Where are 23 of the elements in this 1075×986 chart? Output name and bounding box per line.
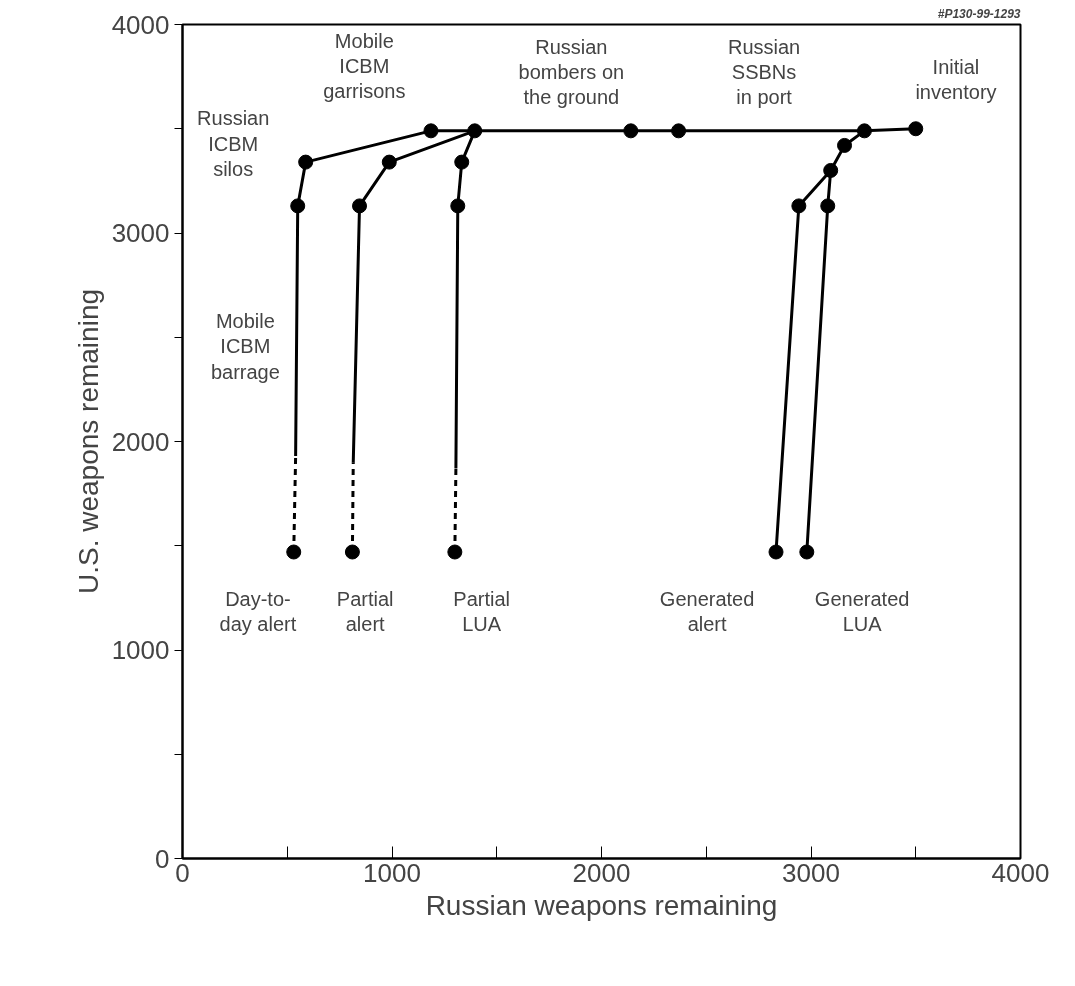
annotation: Partial alert: [336, 587, 394, 636]
x-axis-title: Russian weapons remaining: [425, 889, 778, 921]
annotation: Partial LUA: [453, 587, 511, 636]
annotation: Day-to- day alert: [219, 587, 297, 636]
y-tick-label: 1000: [111, 635, 170, 665]
annotation: Mobile ICBM garrisons: [323, 29, 406, 103]
annotation: Initial inventory: [915, 55, 997, 104]
annotation: Russian SSBNs in port: [727, 35, 801, 109]
x-tick-label: 2000: [572, 857, 631, 888]
y-tick-label: 3000: [111, 218, 170, 248]
annotation: Generated alert: [659, 587, 755, 636]
annotation: Mobile ICBM barrage: [210, 310, 280, 383]
x-tick-label: 1000: [363, 857, 421, 888]
annotation: Russian bombers on the ground: [518, 35, 625, 109]
text: #P130-99-1293: [937, 6, 1021, 21]
y-tick-label: 2000: [111, 426, 170, 457]
annotation: Generated LUA: [814, 587, 910, 636]
annotation: Russian ICBM silos: [197, 107, 270, 181]
x-tick-label: 3000: [782, 857, 840, 888]
y-axis-title: U.S. weapons remaining: [72, 288, 104, 595]
x-tick-label: 4000: [991, 857, 1050, 888]
x-tick-label: 0: [175, 857, 190, 888]
y-tick-label: 4000: [111, 9, 170, 40]
